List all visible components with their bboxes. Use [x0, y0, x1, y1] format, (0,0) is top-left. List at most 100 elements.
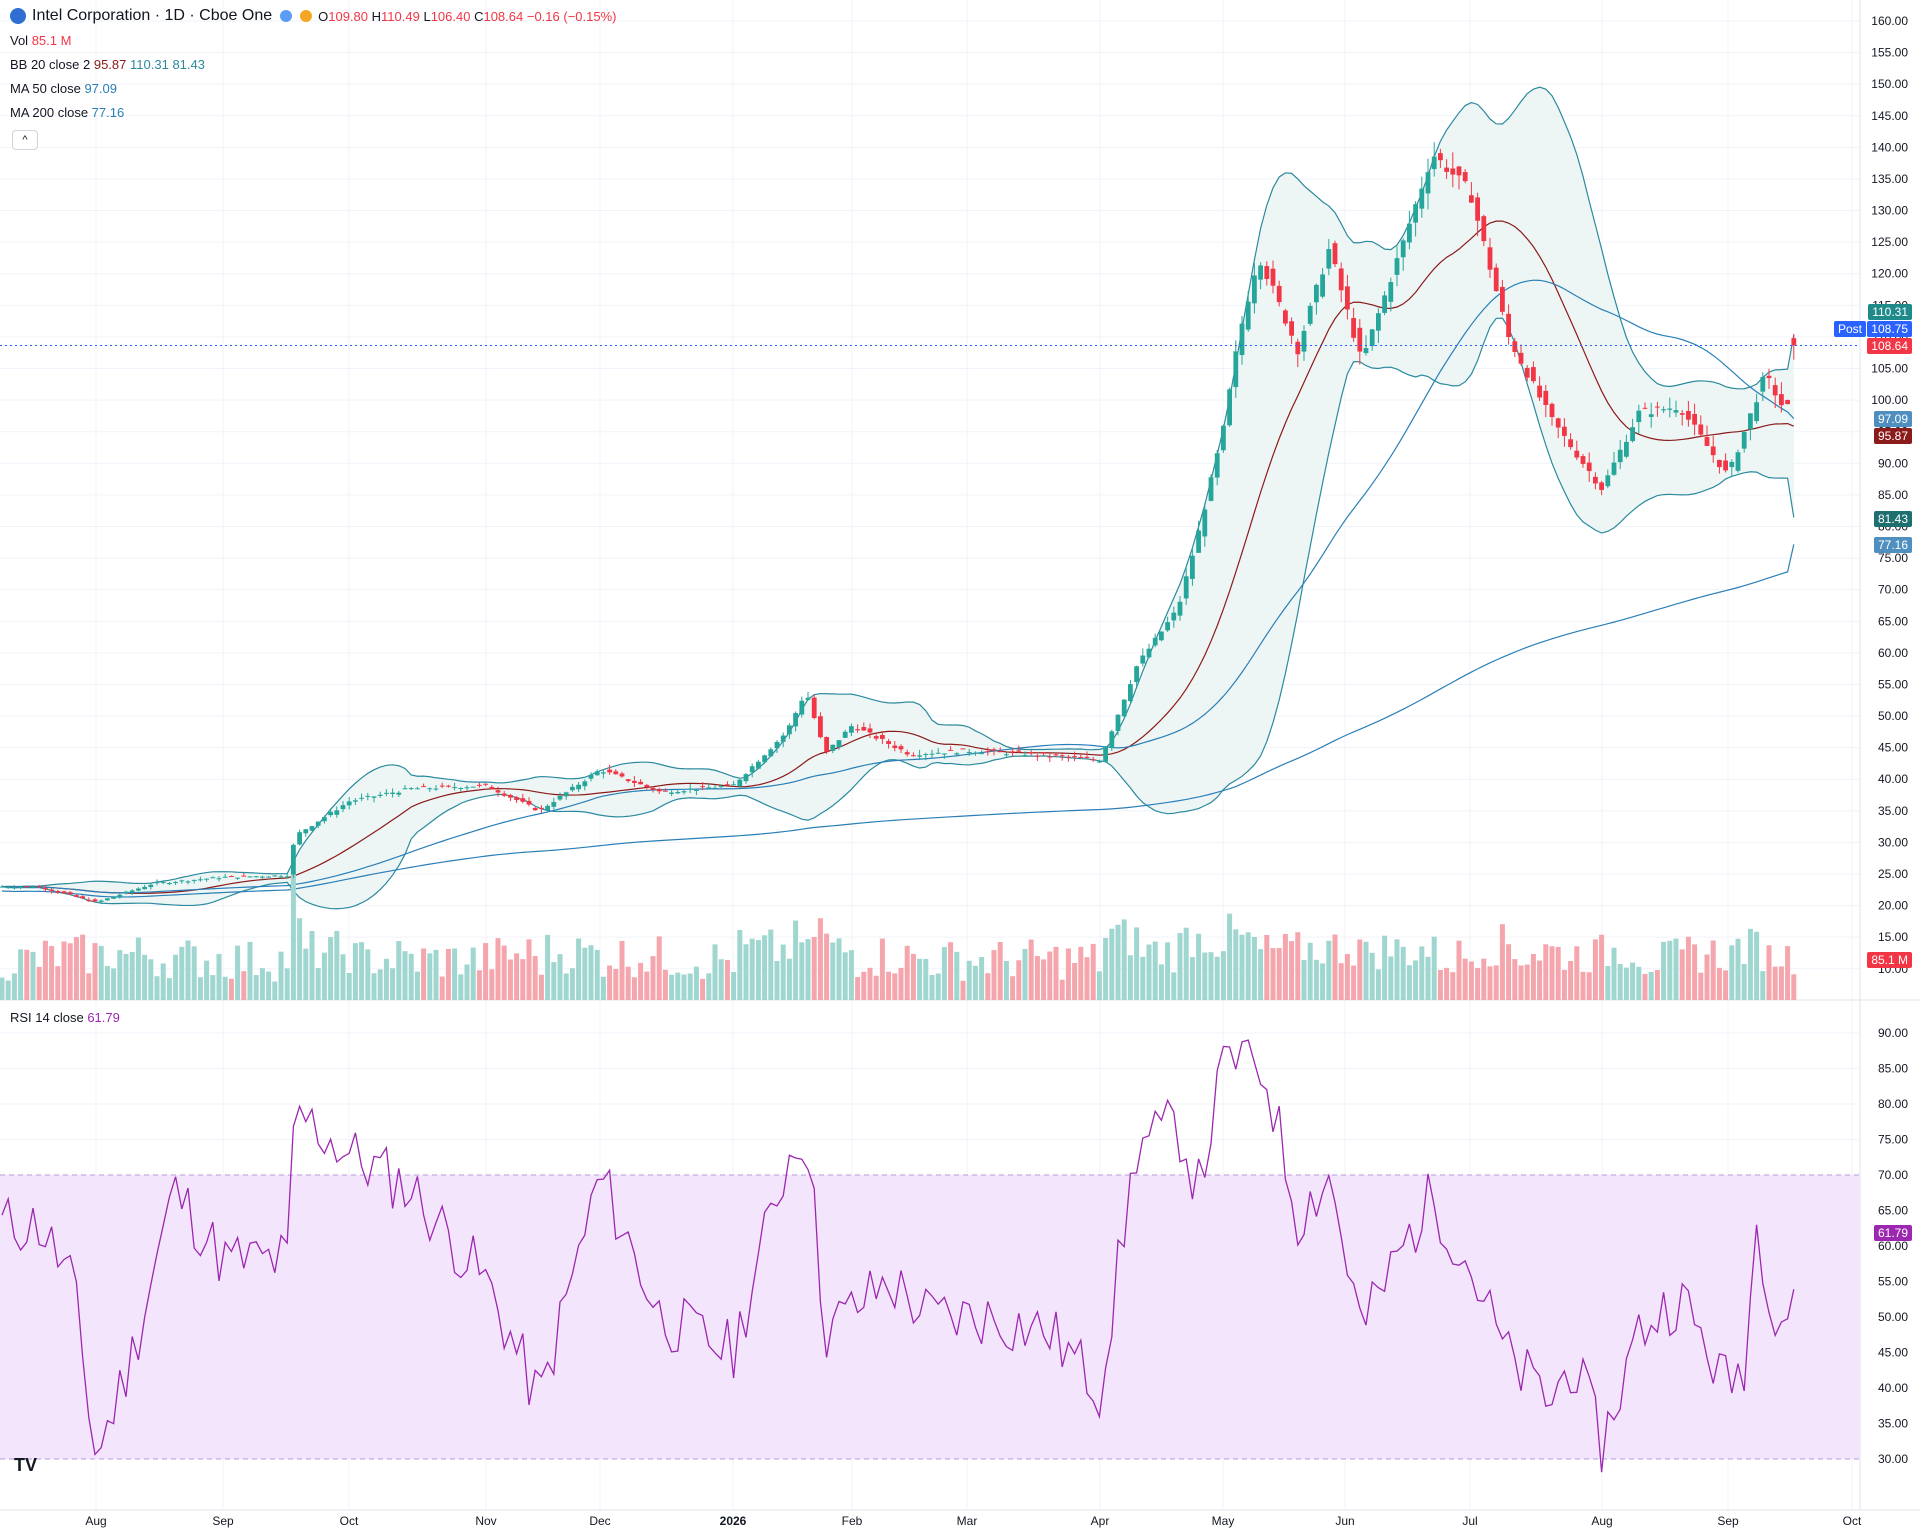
candle-body [508, 794, 513, 798]
price-axis-label: 65.00 [1878, 614, 1908, 628]
candle-body [1252, 275, 1257, 304]
price-axis-label: 45.00 [1878, 741, 1908, 755]
volume-bar [458, 974, 464, 1000]
legend-rsi[interactable]: RSI 14 close 61.79 [10, 1010, 120, 1025]
candle-body [1574, 450, 1580, 458]
candle-body [656, 788, 662, 792]
volume-bar [1320, 963, 1326, 1000]
volume-bar [1053, 946, 1059, 1000]
candle-body [991, 749, 997, 751]
rsi-band-fill [0, 1175, 1860, 1459]
delay-status-icon[interactable] [300, 10, 313, 22]
volume-bar [532, 956, 538, 1000]
volume-bar [1437, 969, 1443, 1000]
volume-bar [737, 930, 743, 1000]
volume-bar [464, 964, 470, 1000]
legend-bb[interactable]: BB 20 close 2 95.87 110.31 81.43 [10, 57, 205, 72]
tradingview-logo-icon[interactable]: TV [14, 1455, 38, 1475]
candle-body [1208, 477, 1214, 501]
candle-body [253, 876, 259, 878]
candle-body [489, 786, 495, 790]
candle-body [43, 888, 48, 890]
volume-bar [1090, 943, 1096, 1000]
candle-body [1537, 385, 1542, 398]
candle-body [929, 753, 935, 755]
volume-bar [197, 977, 203, 1000]
candle-body [1655, 406, 1660, 408]
ma50-line [1, 279, 1795, 894]
volume-bar [185, 940, 191, 1000]
time-axis-label: Aug [85, 1514, 106, 1528]
volume-bar [266, 971, 272, 1000]
candle-body [1338, 268, 1344, 291]
volume-bar [520, 959, 526, 1000]
candle-body [1710, 446, 1716, 456]
volume-bar [228, 978, 234, 1000]
volume-bar [154, 976, 160, 1000]
legend-ma200[interactable]: MA 200 close 77.16 [10, 105, 125, 120]
volume-bar [1245, 932, 1251, 1000]
candle-body [1016, 750, 1022, 752]
volume-bar [588, 945, 594, 1000]
volume-bar [619, 940, 625, 1000]
candle-body [532, 807, 538, 811]
legend-ma50[interactable]: MA 50 close 97.09 [10, 81, 117, 96]
candle-body [1599, 482, 1604, 490]
volume-bar [1270, 948, 1276, 1000]
candle-body [1617, 449, 1623, 463]
volume-bar [1760, 971, 1766, 1000]
volume-bar [1239, 934, 1245, 1000]
candle-body [1648, 414, 1654, 417]
volume-bar [1723, 970, 1729, 1000]
volume-bar [780, 944, 786, 1000]
candle-body [427, 788, 433, 790]
candle-body [495, 790, 501, 793]
candle-body [74, 895, 79, 897]
volume-bar [941, 947, 947, 1000]
volume-bar [1468, 961, 1474, 1000]
candle-body [1053, 754, 1059, 756]
rsi-axis-label: 60.00 [1878, 1239, 1908, 1253]
candle-body [855, 729, 860, 731]
volume-bar [1282, 933, 1288, 1000]
time-axis-label: Jun [1335, 1514, 1354, 1528]
candle-body [557, 795, 563, 800]
volume-bar [675, 972, 681, 1000]
volume-bar [514, 953, 520, 1000]
volume-bar [1419, 946, 1425, 1000]
candle-body [1270, 268, 1276, 286]
volume-bar [1537, 960, 1543, 1000]
price-axis-label: 135.00 [1871, 172, 1908, 186]
symbol-title[interactable]: Intel Corporation · 1D · Cboe One [32, 7, 273, 24]
collapse-legend-button[interactable]: ^ [12, 130, 38, 150]
market-status-icon[interactable] [280, 10, 293, 22]
volume-bar [371, 973, 377, 1000]
volume-bar [1704, 954, 1710, 1000]
volume-bar [1196, 933, 1202, 1000]
candle-body [148, 884, 154, 888]
volume-bar [1152, 941, 1158, 1000]
candle-body [49, 889, 54, 891]
volume-bar [1574, 946, 1580, 1000]
volume-bar [886, 971, 892, 1000]
volume-bar [1667, 940, 1673, 1000]
volume-tag: 85.1 M [1867, 952, 1912, 968]
candle-body [1171, 612, 1177, 621]
candle-body [1754, 402, 1759, 422]
volume-bar [1220, 951, 1226, 1000]
volume-bar [706, 973, 712, 1000]
candle-body [105, 898, 110, 901]
rsi-axis-label: 55.00 [1878, 1275, 1908, 1289]
volume-bar [991, 950, 997, 1000]
candle-body [61, 891, 67, 894]
legend-vol[interactable]: Vol 85.1 M [10, 33, 72, 48]
volume-bar [1549, 946, 1555, 1000]
candle-body [1022, 755, 1028, 757]
candle-body [582, 781, 588, 787]
candle-body [167, 883, 172, 885]
volume-bar [693, 966, 699, 1000]
candle-body [625, 779, 631, 782]
candle-body [514, 797, 519, 801]
candle-body [1245, 301, 1251, 330]
